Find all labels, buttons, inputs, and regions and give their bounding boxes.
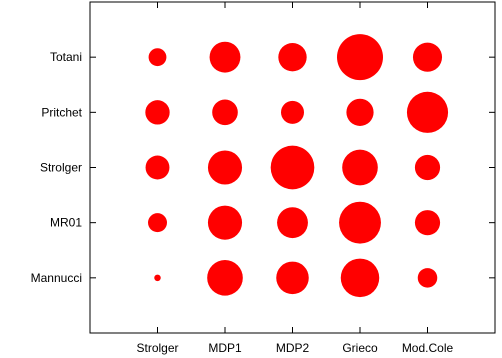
bubble — [346, 98, 374, 126]
bubble — [148, 48, 167, 67]
bubble — [339, 201, 381, 244]
bubble — [414, 210, 441, 236]
bubble — [209, 41, 241, 73]
bubble — [278, 42, 307, 72]
x-tick-label: Mod.Cole — [402, 341, 454, 355]
y-tick-label: Pritchet — [41, 105, 82, 119]
bubble — [207, 150, 243, 185]
bubble — [270, 145, 315, 190]
bubble — [212, 99, 238, 126]
y-tick-label: Mannucci — [31, 271, 82, 285]
bubble — [412, 42, 443, 72]
x-tick-label: MDP2 — [276, 341, 310, 355]
bubble — [276, 261, 309, 295]
bubbles-layer — [145, 34, 449, 298]
bubble — [417, 268, 438, 288]
bubble — [207, 260, 243, 296]
bubble — [154, 274, 161, 282]
bubble — [207, 205, 243, 240]
bubble — [414, 154, 441, 181]
bubble — [337, 34, 383, 81]
x-tick-label: Strolger — [136, 341, 178, 355]
tick-labels: Strolger MDP1 MDP2 Grieco Mod.Cole Mannucci MR… — [31, 50, 454, 355]
bubble — [281, 100, 304, 124]
bubble — [340, 258, 380, 298]
x-tick-label: Grieco — [342, 341, 378, 355]
bubble — [277, 207, 308, 239]
y-tick-label: MR01 — [50, 216, 82, 230]
bubble — [342, 149, 378, 186]
bubble — [145, 100, 170, 125]
bubble — [148, 213, 167, 233]
axis-ticks — [90, 2, 495, 333]
bubble — [145, 155, 170, 180]
y-tick-label: Totani — [50, 50, 82, 64]
x-tick-label: MDP1 — [208, 341, 242, 355]
y-tick-label: Strolger — [40, 161, 82, 175]
bubble — [406, 91, 449, 133]
